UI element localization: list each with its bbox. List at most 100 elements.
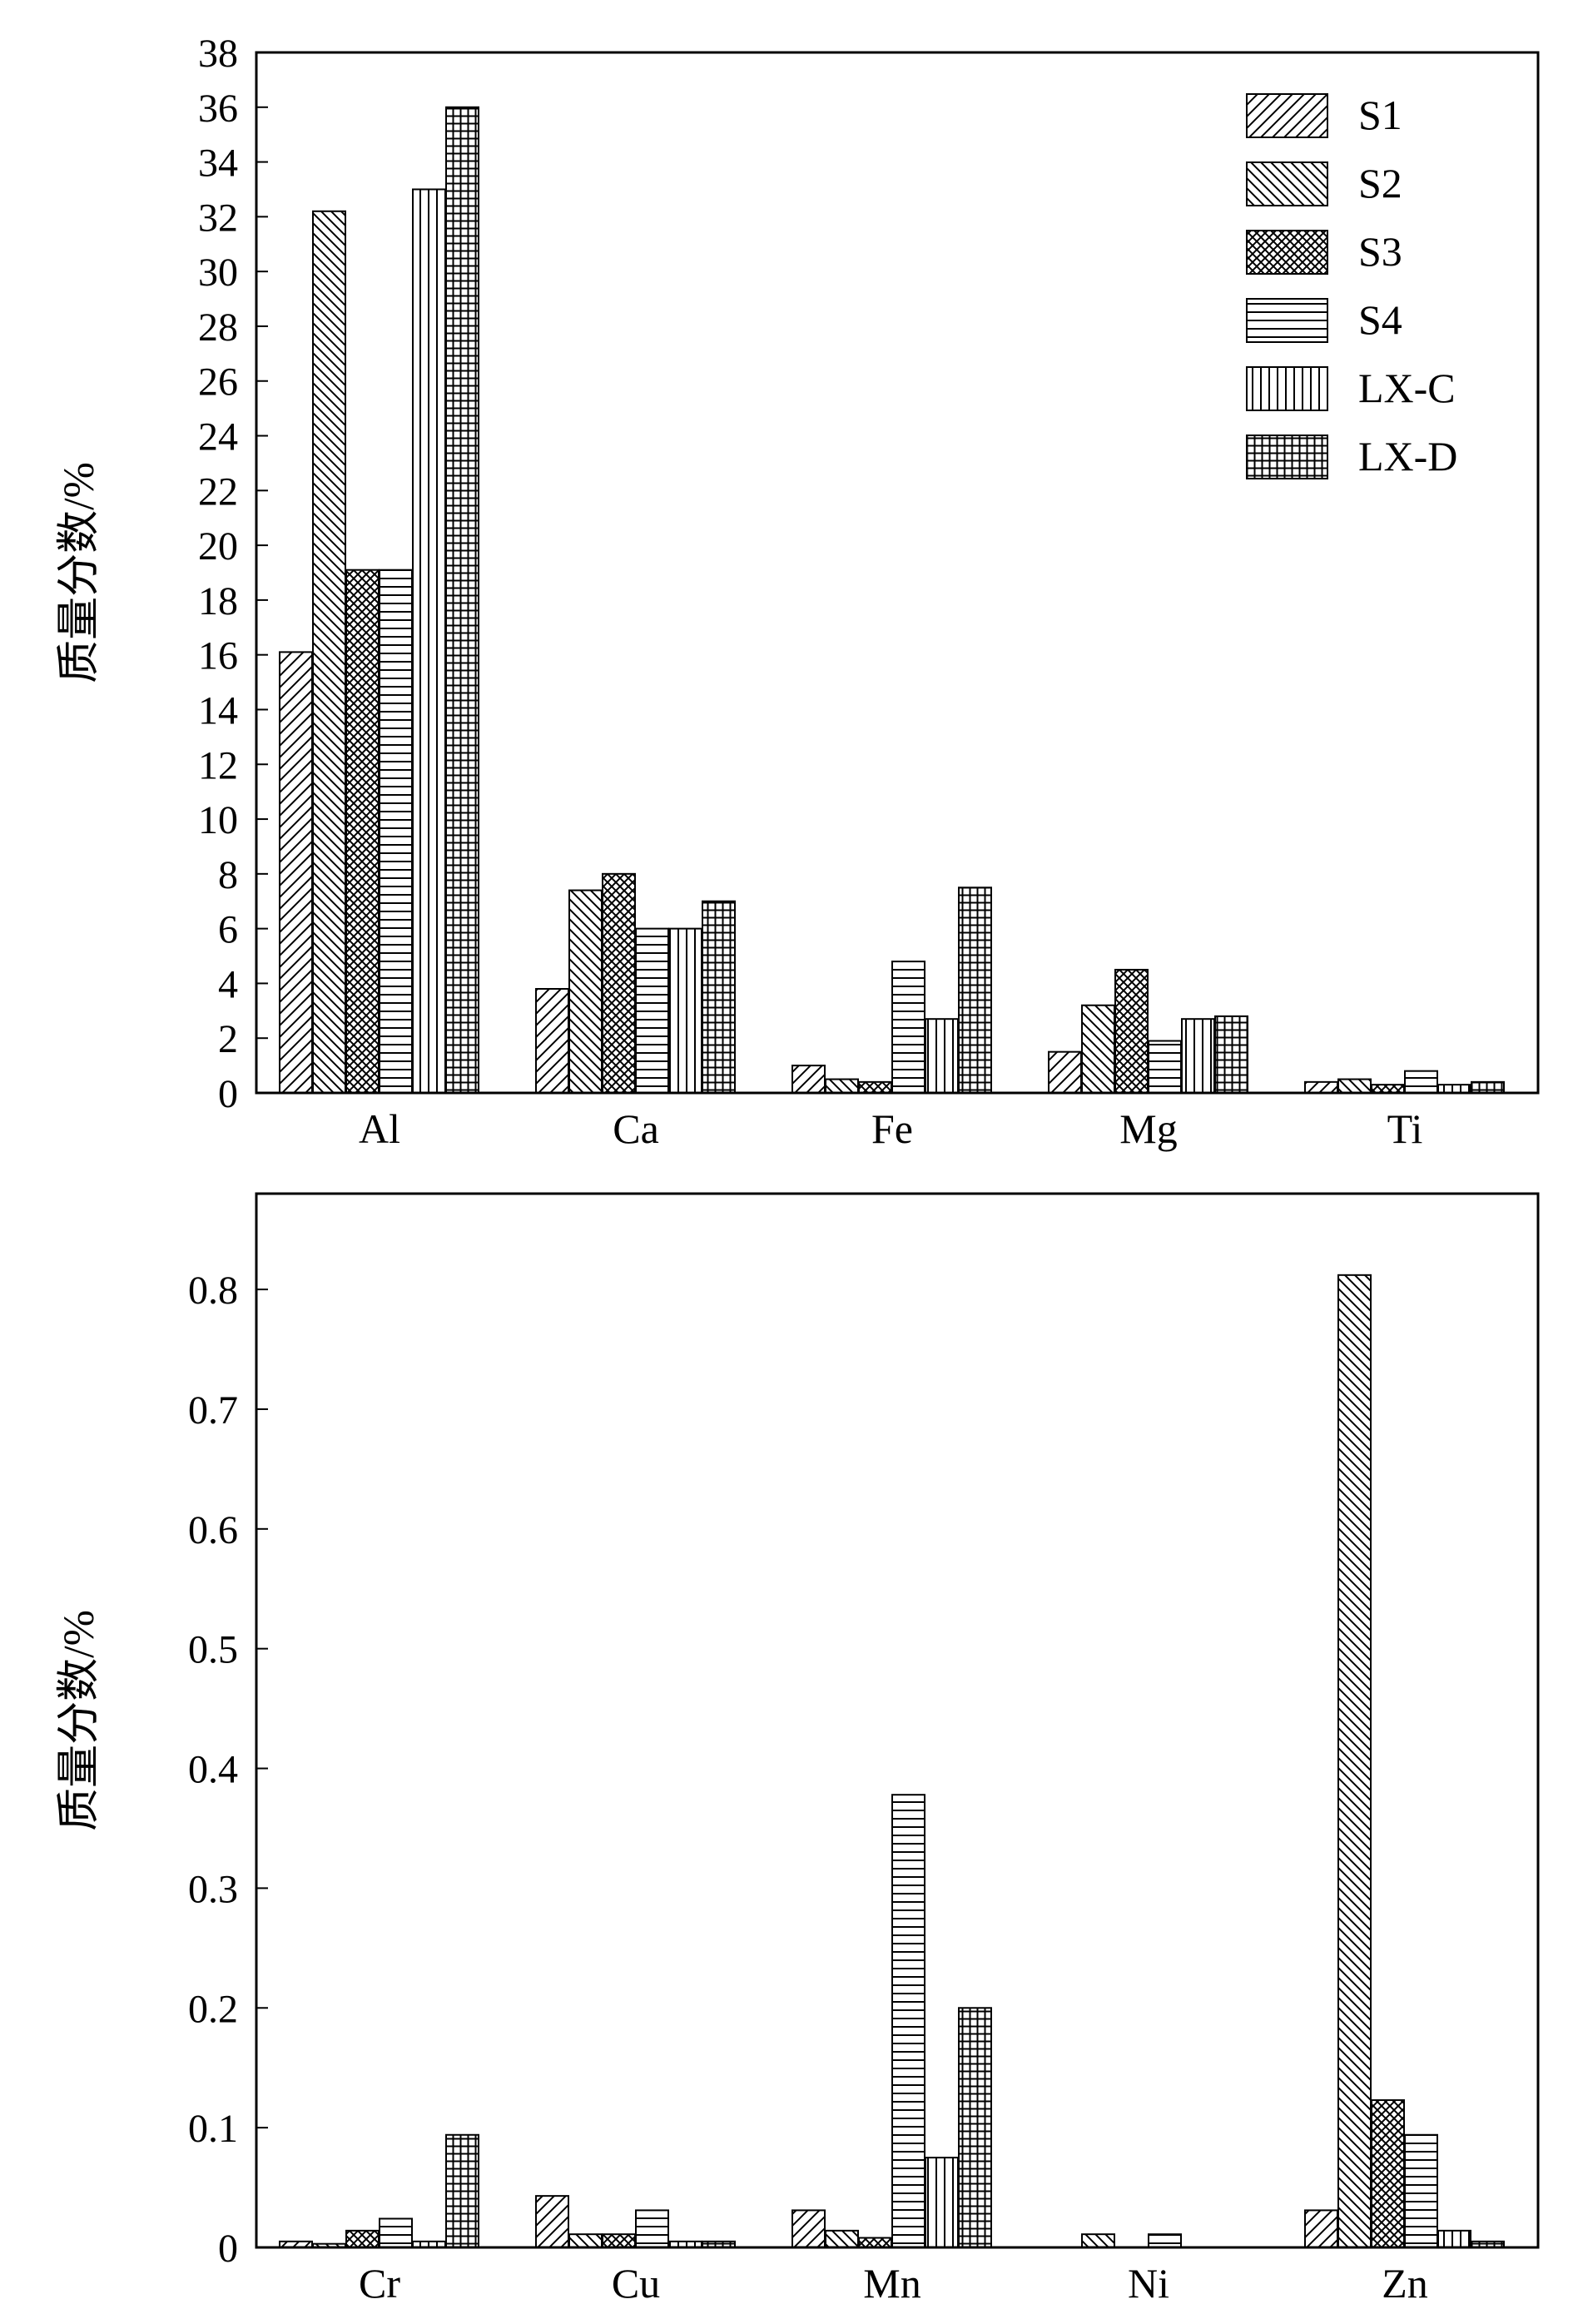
legend-swatch-s4 — [1246, 298, 1328, 343]
bar-s2-fe — [825, 1078, 859, 1094]
bar-lx-d-ti — [1471, 1080, 1505, 1095]
x-tick-label: Ca — [613, 1105, 659, 1152]
y-axis-label: 质量分数/% — [56, 1610, 103, 1831]
bar-s4-ni — [1148, 2233, 1182, 2249]
bar-s3-mn — [858, 2237, 892, 2249]
bar-s3-cu — [602, 2233, 636, 2249]
y-tick-label: 36 — [198, 87, 238, 131]
bar-s2-ni — [1081, 2233, 1115, 2249]
legend-label-lx-d: LX-D — [1358, 433, 1457, 479]
y-tick-label: 14 — [198, 688, 238, 732]
bar-s3-ca — [602, 872, 636, 1095]
bar-s4-fe — [891, 961, 925, 1094]
bar-lx-d-fe — [958, 886, 992, 1094]
y-tick-label: 0.3 — [188, 1867, 238, 1911]
bar-lx-c-fe — [925, 1018, 959, 1094]
bar-s1-al — [279, 651, 313, 1094]
bar-lx-c-ca — [668, 927, 702, 1095]
y-tick-label: 30 — [198, 251, 238, 295]
bar-lx-c-mg — [1181, 1018, 1215, 1094]
legend-swatch-s1 — [1246, 93, 1328, 138]
bar-lx-c-mn — [925, 2157, 959, 2249]
y-axis-label: 质量分数/% — [56, 462, 103, 683]
legend-label-s2: S2 — [1358, 160, 1402, 206]
bar-s2-ti — [1337, 1078, 1372, 1094]
bar-s1-ti — [1304, 1080, 1338, 1095]
x-tick-label: Zn — [1382, 2260, 1428, 2307]
bar-lx-d-mg — [1214, 1015, 1248, 1095]
bar-lx-d-mn — [958, 2007, 992, 2248]
x-tick-label: Mn — [863, 2260, 920, 2307]
legend-swatch-s3 — [1246, 230, 1328, 275]
bar-s3-zn — [1371, 2099, 1405, 2248]
bar-lx-c-zn — [1437, 2229, 1471, 2249]
y-tick-label: 4 — [218, 962, 238, 1006]
y-tick-label: 0.8 — [188, 1269, 238, 1313]
y-tick-label: 32 — [198, 196, 238, 240]
bar-s4-mg — [1148, 1040, 1182, 1094]
bar-s1-zn — [1304, 2209, 1338, 2249]
y-tick-label: 0.5 — [188, 1628, 238, 1672]
y-tick-label: 26 — [198, 360, 238, 405]
x-tick-label: Ni — [1128, 2260, 1169, 2307]
bar-s2-mn — [825, 2229, 859, 2249]
bar-s4-al — [379, 569, 413, 1094]
y-tick-label: 12 — [198, 743, 238, 787]
bar-s4-cu — [635, 2209, 669, 2249]
bar-s4-cr — [379, 2217, 413, 2248]
y-tick-label: 0.6 — [188, 1508, 238, 1552]
legend-label-s3: S3 — [1358, 228, 1402, 275]
y-tick-label: 24 — [198, 415, 238, 459]
x-tick-label: Ti — [1387, 1105, 1423, 1152]
y-tick-label: 28 — [198, 305, 238, 350]
bar-s2-ca — [568, 889, 603, 1095]
bar-s3-mg — [1114, 968, 1149, 1094]
y-tick-label: 0.4 — [188, 1748, 238, 1792]
bar-lx-d-cr — [445, 2133, 479, 2248]
bar-s4-ti — [1404, 1070, 1438, 1094]
legend-swatch-lx-c — [1246, 366, 1328, 411]
y-tick-label: 6 — [218, 908, 238, 952]
bar-s3-cr — [345, 2229, 380, 2249]
y-tick-label: 10 — [198, 798, 238, 842]
bar-s1-mg — [1048, 1050, 1082, 1094]
x-tick-label: Fe — [871, 1105, 913, 1152]
bar-s2-cu — [568, 2233, 603, 2249]
y-tick-label: 0 — [218, 2227, 238, 2271]
bar-s3-fe — [858, 1080, 892, 1095]
x-tick-label: Mg — [1119, 1105, 1177, 1152]
x-tick-label: Cr — [359, 2260, 400, 2307]
bar-s4-ca — [635, 927, 669, 1095]
bar-lx-d-ca — [702, 900, 736, 1094]
bar-lx-d-al — [445, 106, 479, 1095]
y-tick-label: 8 — [218, 853, 238, 897]
bar-lx-c-al — [412, 188, 446, 1095]
bar-s2-mg — [1081, 1004, 1115, 1094]
y-tick-label: 16 — [198, 634, 238, 678]
bar-s1-cu — [535, 2195, 569, 2249]
y-tick-label: 0 — [218, 1072, 238, 1116]
bar-s1-fe — [791, 1065, 826, 1094]
bar-s4-mn — [891, 1794, 925, 2249]
y-tick-label: 0.7 — [188, 1388, 238, 1433]
bar-s2-zn — [1337, 1274, 1372, 2248]
legend-label-lx-c: LX-C — [1358, 365, 1456, 411]
top-panel: Al Ca Fe Mg Ti024681012141618202224262830323… — [56, 32, 1540, 1152]
bottom-panel: Cr Cu Mn Ni Zn 0 0.1 0.2 0.3 0.4 0.5 0.6 0.7 0.8 质量分数/… — [56, 1192, 1540, 2307]
y-tick-label: 22 — [198, 469, 238, 514]
bar-s4-zn — [1404, 2133, 1438, 2248]
y-tick-label: 34 — [198, 142, 238, 186]
y-tick-label: 18 — [198, 579, 238, 623]
legend-swatch-s2 — [1246, 161, 1328, 206]
bar-s3-al — [345, 569, 380, 1094]
x-tick-label: Al — [359, 1105, 400, 1152]
x-tick-label: Cu — [612, 2260, 660, 2307]
y-tick-label: 0.2 — [188, 1987, 238, 2031]
bar-s1-mn — [791, 2209, 826, 2249]
bar-s1-ca — [535, 988, 569, 1094]
bar-s2-al — [312, 210, 346, 1095]
y-tick-label: 0.1 — [188, 2107, 238, 2151]
legend: S1 S2 S3 S4 LX-C LX-D — [1246, 92, 1457, 479]
